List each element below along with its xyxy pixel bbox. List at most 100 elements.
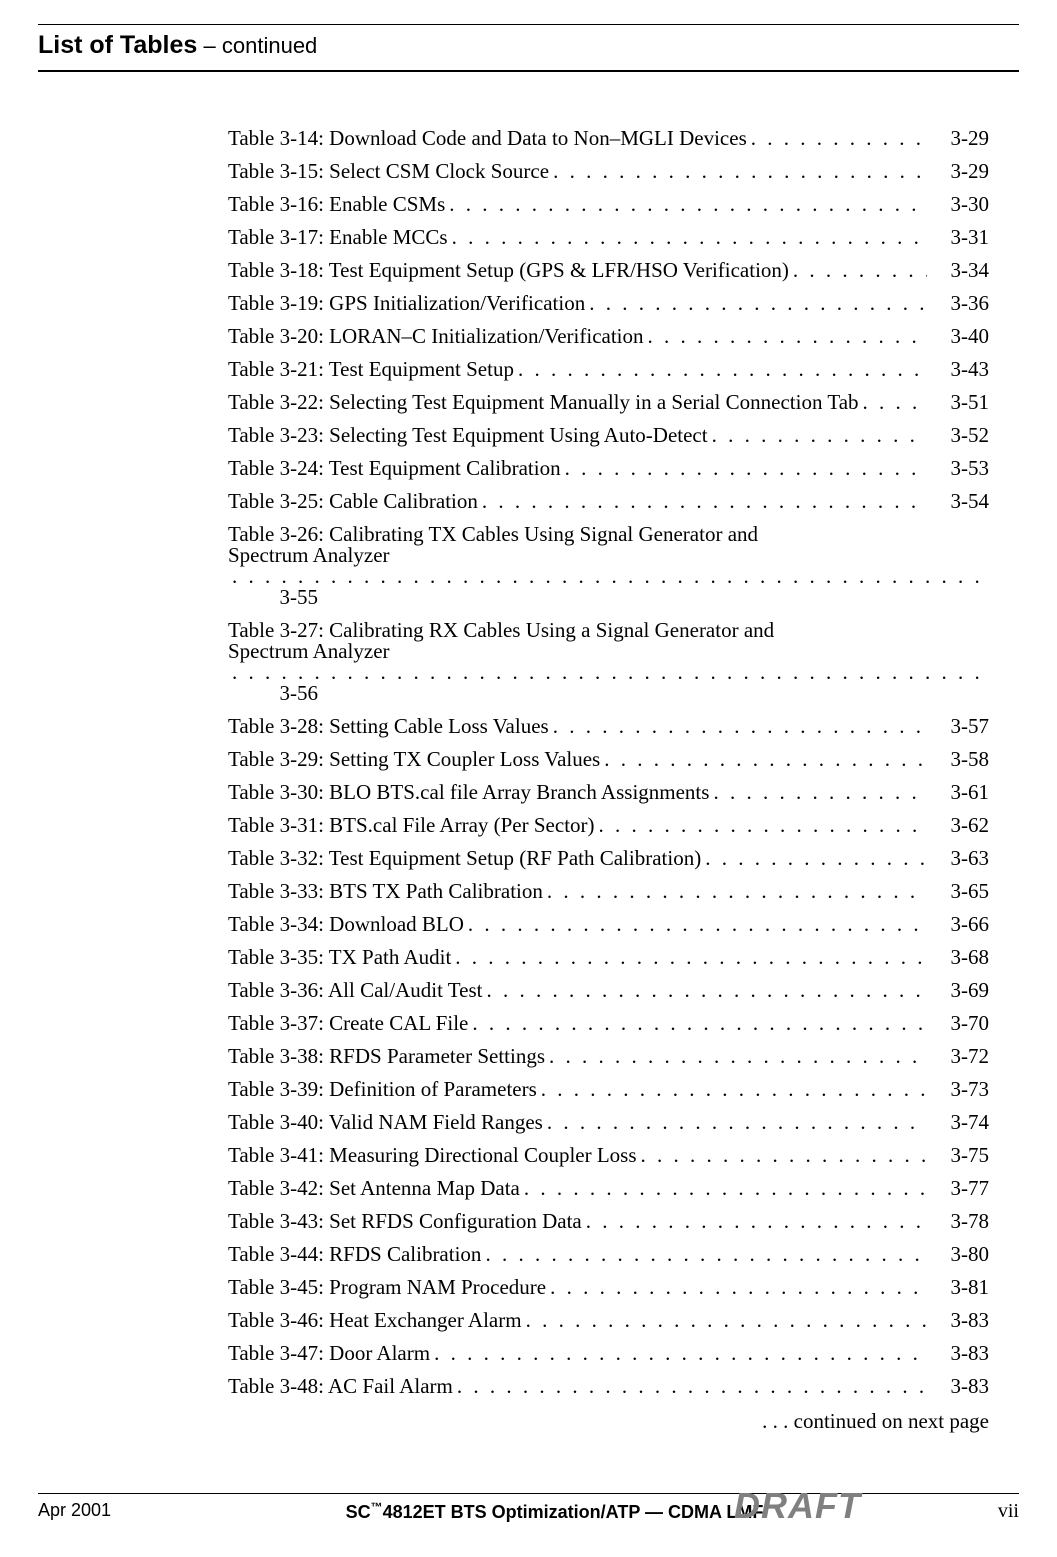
toc-entry-label: Table 3-39: Definition of Parameters: [228, 1079, 537, 1100]
toc-entry-page: 3-58: [951, 749, 990, 770]
toc-entry: Table 3-42: Set Antenna Map Data3-77: [228, 1178, 989, 1199]
toc-entry: Table 3-32: Test Equipment Setup (RF Pat…: [228, 848, 989, 869]
toc-entry-page: 3-34: [951, 260, 990, 281]
toc-entry-page: 3-51: [951, 392, 990, 413]
toc-entry-page: 3-40: [951, 326, 990, 347]
toc-entry: Table 3-38: RFDS Parameter Settings 3-72: [228, 1046, 989, 1067]
toc-entry: Table 3-24: Test Equipment Calibration 3-…: [228, 458, 989, 479]
heading-suffix: – continued: [204, 33, 318, 58]
toc-entry-page: 3-53: [951, 458, 990, 479]
toc-entry: Table 3-28: Setting Cable Loss Values 3-5…: [228, 716, 989, 737]
toc-entry-label: Table 3-29: Setting TX Coupler Loss Valu…: [228, 749, 600, 770]
toc-leader: [232, 566, 985, 587]
toc-leader: [705, 848, 926, 869]
toc-entry: Table 3-45: Program NAM Procedure3-81: [228, 1277, 989, 1298]
toc-entry: Table 3-36: All Cal/Audit Test 3-69: [228, 980, 989, 1001]
toc-entry: Table 3-17: Enable MCCs3-31: [228, 227, 989, 248]
page-footer: Apr 2001 SC™4812ET BTS Optimization/ATP …: [38, 1493, 1019, 1523]
toc-entry: Table 3-19: GPS Initialization/Verificat…: [228, 293, 989, 314]
toc-entry: Table 3-18: Test Equipment Setup (GPS & …: [228, 260, 989, 281]
toc-entry-page: 3-73: [951, 1079, 990, 1100]
toc-entry-page: 3-81: [951, 1277, 990, 1298]
toc-entry: Table 3-29: Setting TX Coupler Loss Valu…: [228, 749, 989, 770]
toc-entry-label: Table 3-21: Test Equipment Setup: [228, 359, 514, 380]
toc-entry-page: 3-69: [951, 980, 990, 1001]
toc-leader: [751, 128, 927, 149]
table-of-contents: Table 3-14: Download Code and Data to No…: [228, 128, 989, 1397]
toc-entry-page: 3-29: [951, 128, 990, 149]
toc-entry: Table 3-27: Calibrating RX Cables Using …: [228, 620, 989, 704]
toc-leader: [863, 392, 927, 413]
toc-entry-label: Table 3-24: Test Equipment Calibration: [228, 458, 561, 479]
toc-entry-label: Table 3-35: TX Path Audit: [228, 947, 451, 968]
toc-leader: [468, 914, 927, 935]
footer-prefix: SC: [346, 1502, 371, 1522]
toc-leader: [565, 458, 927, 479]
footer-date: Apr 2001: [38, 1500, 111, 1521]
toc-leader: [553, 716, 927, 737]
toc-entry-page: 3-78: [951, 1211, 990, 1232]
toc-entry: Table 3-47: Door Alarm3-83: [228, 1343, 989, 1364]
toc-leader: [589, 293, 926, 314]
toc-entry-page: 3-83: [951, 1310, 990, 1331]
toc-entry-page: 3-57: [951, 716, 990, 737]
toc-entry-label: Table 3-34: Download BLO: [228, 914, 464, 935]
toc-entry-label: Table 3-47: Door Alarm: [228, 1343, 430, 1364]
toc-entry-page: 3-29: [951, 161, 990, 182]
toc-entry: Table 3-14: Download Code and Data to No…: [228, 128, 989, 149]
trademark-symbol: ™: [371, 1500, 383, 1514]
toc-entry: Table 3-39: Definition of Parameters 3-73: [228, 1079, 989, 1100]
toc-entry-label: Table 3-36: All Cal/Audit Test: [228, 980, 482, 1001]
footer-rest: 4812ET BTS Optimization/ATP — CDMA LMF: [383, 1502, 764, 1522]
toc-leader: [549, 1046, 927, 1067]
toc-entry-label: Table 3-37: Create CAL File: [228, 1013, 468, 1034]
toc-entry-page: 3-62: [951, 815, 990, 836]
toc-entry-label: Table 3-28: Setting Cable Loss Values: [228, 716, 549, 737]
toc-entry: Table 3-20: LORAN–C Initialization/Verif…: [228, 326, 989, 347]
toc-leader: [547, 881, 927, 902]
toc-entry-label: Table 3-30: BLO BTS.cal file Array Branc…: [228, 782, 709, 803]
toc-entry-page: 3-75: [951, 1145, 990, 1166]
toc-leader: [713, 782, 926, 803]
toc-entry: Table 3-40: Valid NAM Field Ranges3-74: [228, 1112, 989, 1133]
toc-entry: Table 3-34: Download BLO 3-66: [228, 914, 989, 935]
toc-entry-label: Table 3-46: Heat Exchanger Alarm: [228, 1310, 522, 1331]
toc-entry-label: Table 3-38: RFDS Parameter Settings: [228, 1046, 545, 1067]
heading-title: List of Tables: [38, 31, 197, 59]
toc-entry: Table 3-23: Selecting Test Equipment Usi…: [228, 425, 989, 446]
toc-leader: [648, 326, 927, 347]
toc-entry-label: Table 3-17: Enable MCCs: [228, 227, 448, 248]
toc-entry: Table 3-22: Selecting Test Equipment Man…: [228, 392, 989, 413]
toc-entry-page: 3-30: [951, 194, 990, 215]
toc-entry-label: Table 3-41: Measuring Directional Couple…: [228, 1145, 637, 1166]
toc-leader: [599, 815, 927, 836]
toc-entry-page: 3-80: [951, 1244, 990, 1265]
toc-entry-label2: Spectrum Analyzer: [228, 641, 390, 662]
toc-entry-page: 3-55: [248, 587, 318, 608]
toc-entry-label: Table 3-18: Test Equipment Setup (GPS & …: [228, 260, 789, 281]
toc-entry-page: 3-65: [951, 881, 990, 902]
toc-entry-page: 3-70: [951, 1013, 990, 1034]
toc-entry-page: 3-72: [951, 1046, 990, 1067]
toc-leader: [712, 425, 927, 446]
toc-leader: [641, 1145, 927, 1166]
toc-entry: Table 3-25: Cable Calibration3-54: [228, 491, 989, 512]
toc-leader: [541, 1079, 927, 1100]
toc-entry-label: Table 3-32: Test Equipment Setup (RF Pat…: [228, 848, 701, 869]
toc-entry-label: Table 3-33: BTS TX Path Calibration: [228, 881, 543, 902]
top-rule: [38, 24, 1019, 25]
toc-entry: Table 3-16: Enable CSMs3-30: [228, 194, 989, 215]
toc-entry-label: Table 3-42: Set Antenna Map Data: [228, 1178, 520, 1199]
toc-entry-page: 3-66: [951, 914, 990, 935]
toc-entry: Table 3-46: Heat Exchanger Alarm 3-83: [228, 1310, 989, 1331]
toc-entry: Table 3-48: AC Fail Alarm3-83: [228, 1376, 989, 1397]
toc-entry-label: Table 3-44: RFDS Calibration: [228, 1244, 481, 1265]
toc-entry: Table 3-21: Test Equipment Setup3-43: [228, 359, 989, 380]
toc-entry-page: 3-74: [951, 1112, 990, 1133]
toc-leader: [449, 194, 926, 215]
toc-leader: [472, 1013, 926, 1034]
toc-leader: [486, 980, 926, 1001]
toc-leader: [526, 1310, 927, 1331]
toc-leader: [452, 227, 927, 248]
draft-watermark: DRAFT: [734, 1485, 861, 1527]
